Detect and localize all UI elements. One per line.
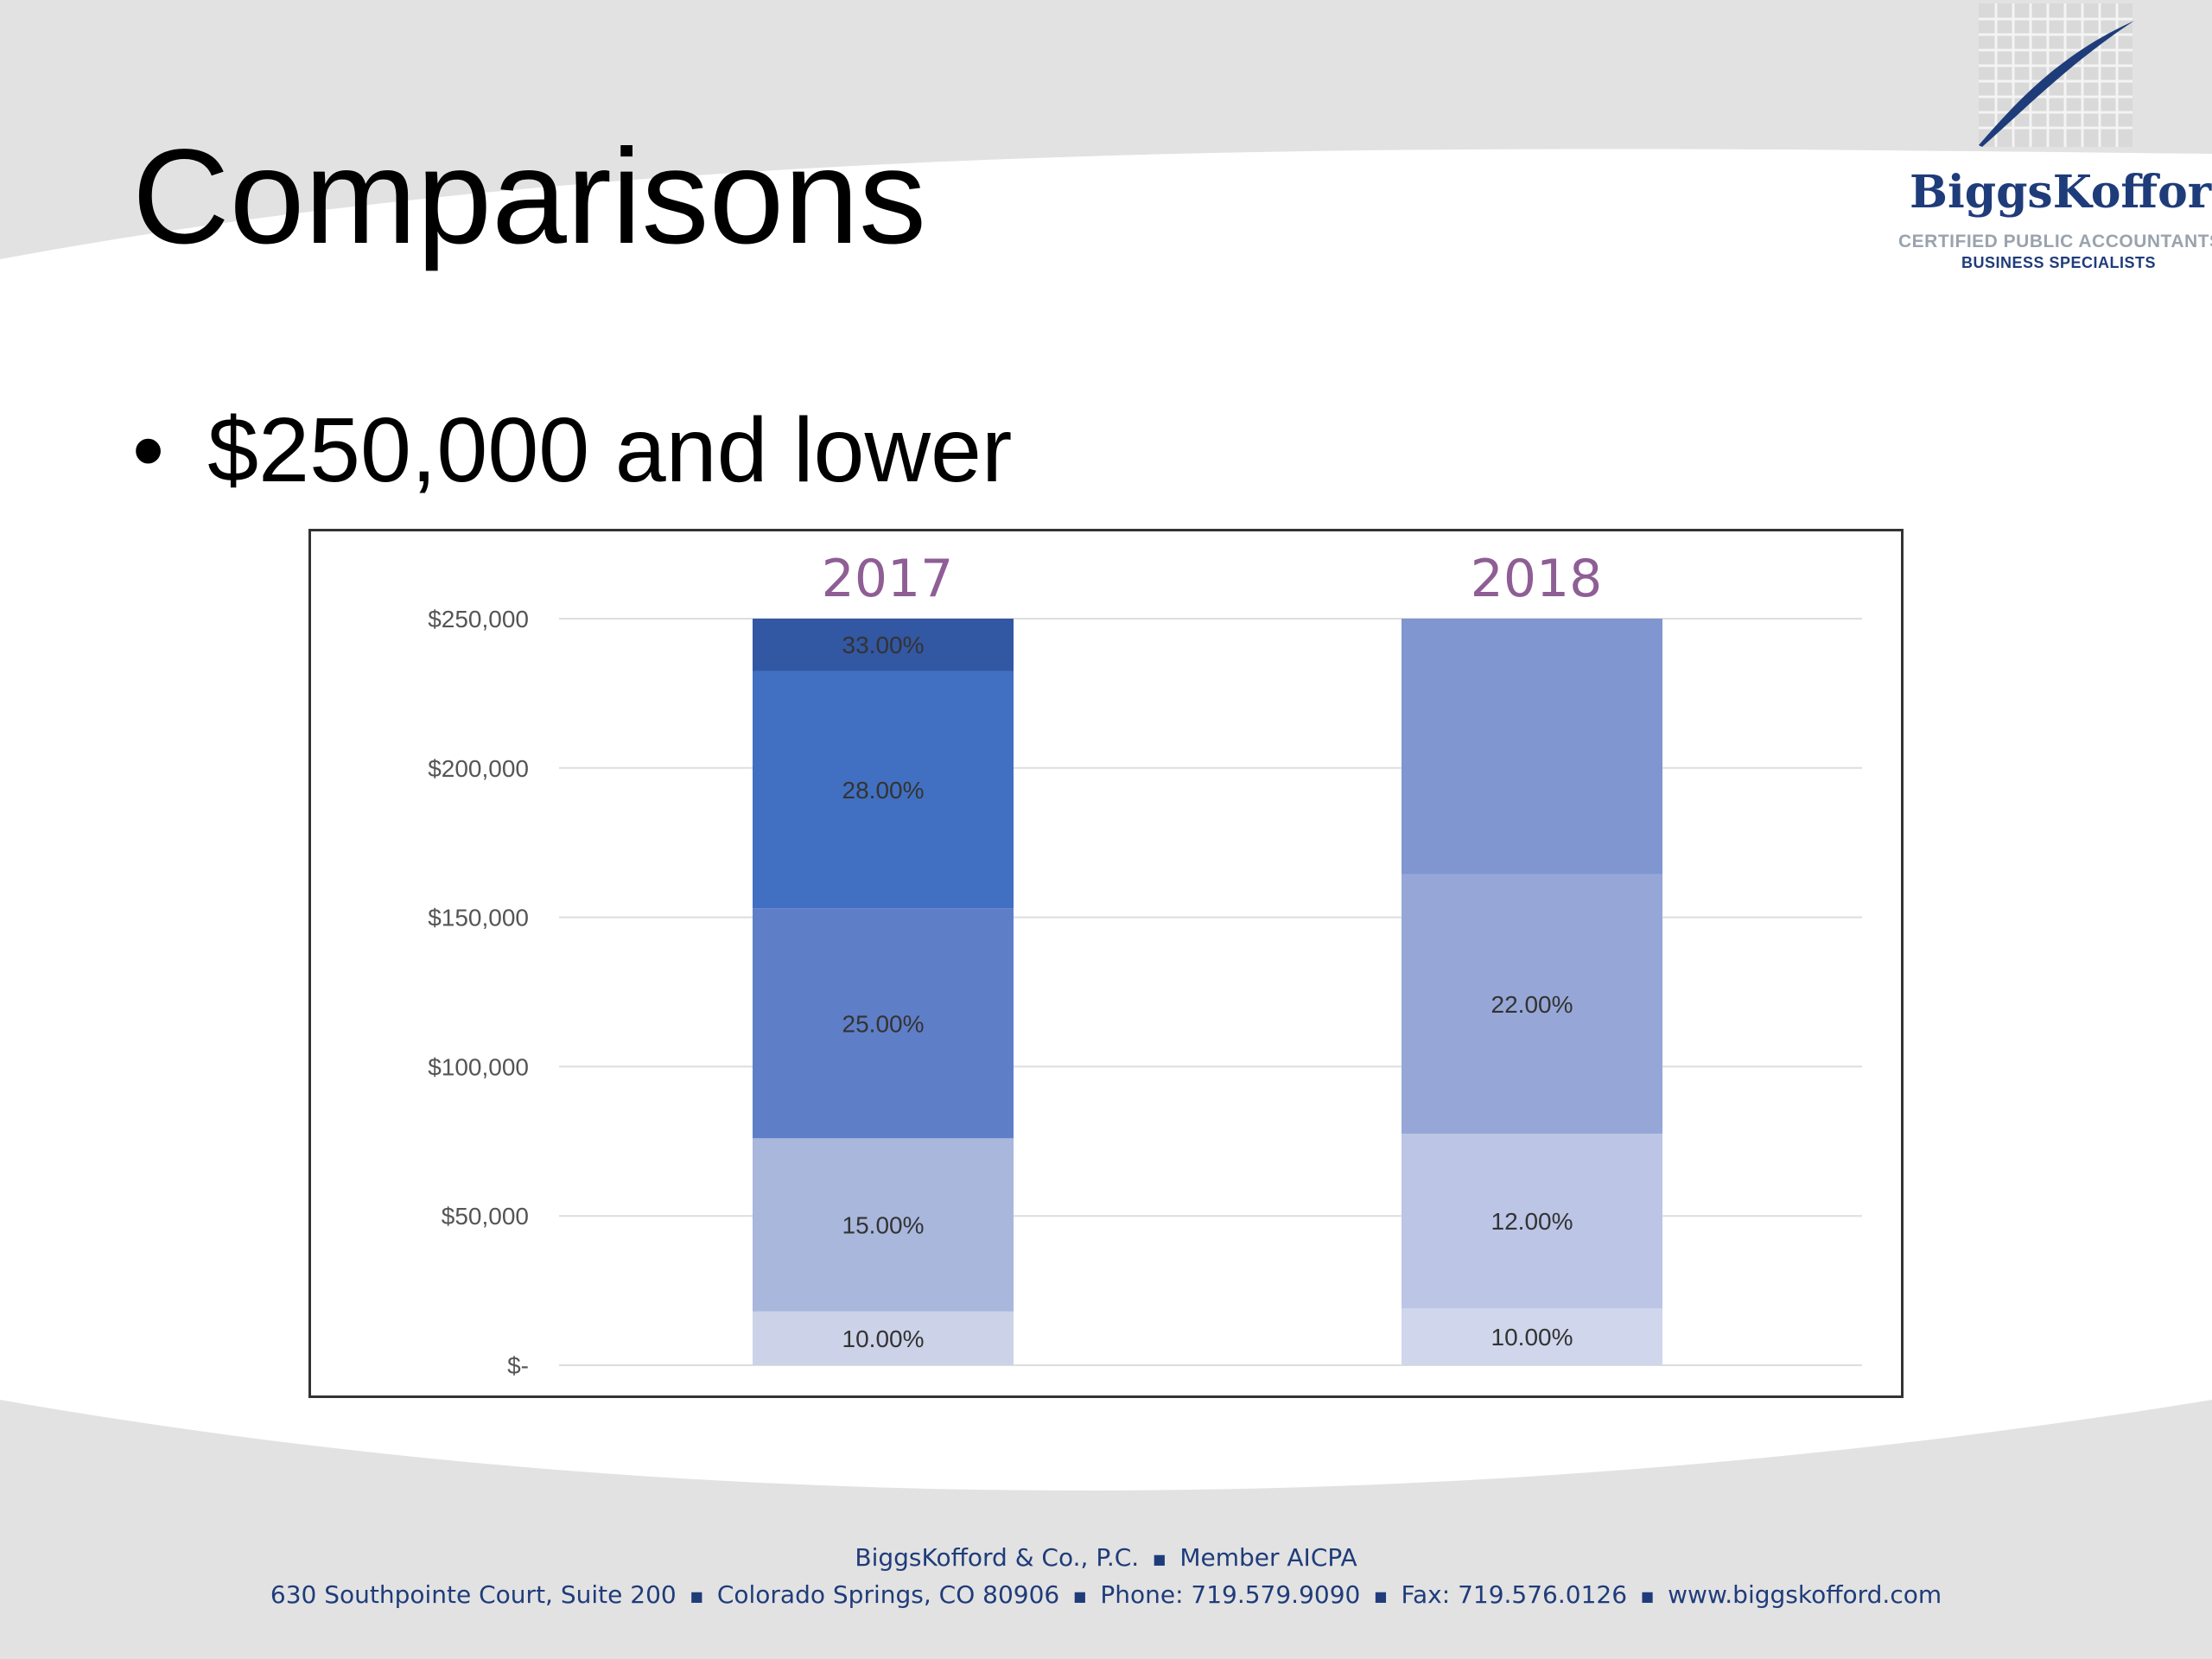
- footer-phone: Phone: 719.579.9090: [1100, 1580, 1361, 1609]
- bar-segment: [753, 619, 1014, 671]
- bullet-item: • $250,000 and lower: [132, 404, 1012, 496]
- y-tick-label: $200,000: [428, 755, 529, 782]
- bar-data-label: 12.00%: [1491, 1208, 1573, 1235]
- footer-line-2: 630 Southpointe Court, Suite 200 ■ Colorad…: [0, 1580, 2212, 1609]
- bar-data-label: 33.00%: [842, 632, 925, 658]
- bar-segment: [1402, 874, 1662, 1135]
- bar-segment: [753, 908, 1014, 1139]
- footer-company: BiggsKofford & Co., P.C.: [855, 1543, 1140, 1572]
- y-tick-label: $-: [507, 1352, 529, 1379]
- footer-separator: ■: [1073, 1587, 1087, 1605]
- bar-segment: [753, 1138, 1014, 1312]
- y-tick-label: $50,000: [442, 1203, 529, 1230]
- company-logo-icon: [1979, 3, 2134, 147]
- bar-segment: [1402, 1134, 1662, 1309]
- footer-membership: Member AICPA: [1179, 1543, 1357, 1572]
- bar-stack-2018: 10.00% 12.00% 22.00%: [1402, 619, 1662, 1365]
- y-tick-label: $250,000: [428, 606, 529, 632]
- bar-stack-2017: 10.00% 15.00% 25.00% 28.00% 33.00%: [753, 619, 1014, 1365]
- y-axis-labels: $- $50,000 $100,000 $150,000 $200,000 $250,00…: [428, 606, 529, 1379]
- category-labels: 2017 2018: [822, 549, 1603, 609]
- bar-segment: [753, 671, 1014, 909]
- bar-segment: [753, 1311, 1014, 1365]
- footer-fax: Fax: 719.576.0126: [1401, 1580, 1628, 1609]
- bar-data-label: 22.00%: [1491, 991, 1573, 1018]
- bar-stacks: 10.00% 15.00% 25.00% 28.00% 33.00% 10.00% 12.0…: [753, 619, 1662, 1365]
- y-tick-label: $100,000: [428, 1053, 529, 1080]
- bar-data-label: 25.00%: [842, 1010, 925, 1037]
- footer-separator: ■: [690, 1587, 703, 1605]
- slide-title: Comparisons: [132, 122, 927, 272]
- footer-website-link[interactable]: www.biggskofford.com: [1668, 1580, 1942, 1609]
- bar-segment: [1402, 619, 1662, 874]
- footer-line-1: BiggsKofford & Co., P.C. ■ Member AICPA: [0, 1543, 2212, 1572]
- footer-separator: ■: [1153, 1550, 1166, 1567]
- logo-name: BiggsKofford: [1910, 166, 2212, 219]
- bar-data-label: 28.00%: [842, 777, 925, 804]
- footer-separator: ■: [1641, 1587, 1655, 1605]
- bar-data-label: 10.00%: [842, 1325, 925, 1352]
- stacked-bar-chart: $- $50,000 $100,000 $150,000 $200,000 $250,00…: [308, 529, 1904, 1398]
- y-tick-label: $150,000: [428, 905, 529, 931]
- bullet-text: $250,000 and lower: [207, 399, 1013, 501]
- footer-separator: ■: [1374, 1587, 1388, 1605]
- footer-address: 630 Southpointe Court, Suite 200: [270, 1580, 677, 1609]
- logo-tagline-1: CERTIFIED PUBLIC ACCOUNTANTS: [1898, 232, 2212, 251]
- chart-frame: [308, 529, 1904, 1398]
- bar-data-label: 10.00%: [1491, 1324, 1573, 1351]
- footer-city: Colorado Springs, CO 80906: [716, 1580, 1060, 1609]
- bar-segment: [1402, 1308, 1662, 1365]
- category-label: 2017: [822, 549, 954, 609]
- bullet-marker: •: [132, 399, 165, 501]
- bar-data-label: 15.00%: [842, 1212, 925, 1239]
- category-label: 2018: [1471, 549, 1603, 609]
- logo-tagline-2: BUSINESS SPECIALISTS: [1961, 254, 2157, 271]
